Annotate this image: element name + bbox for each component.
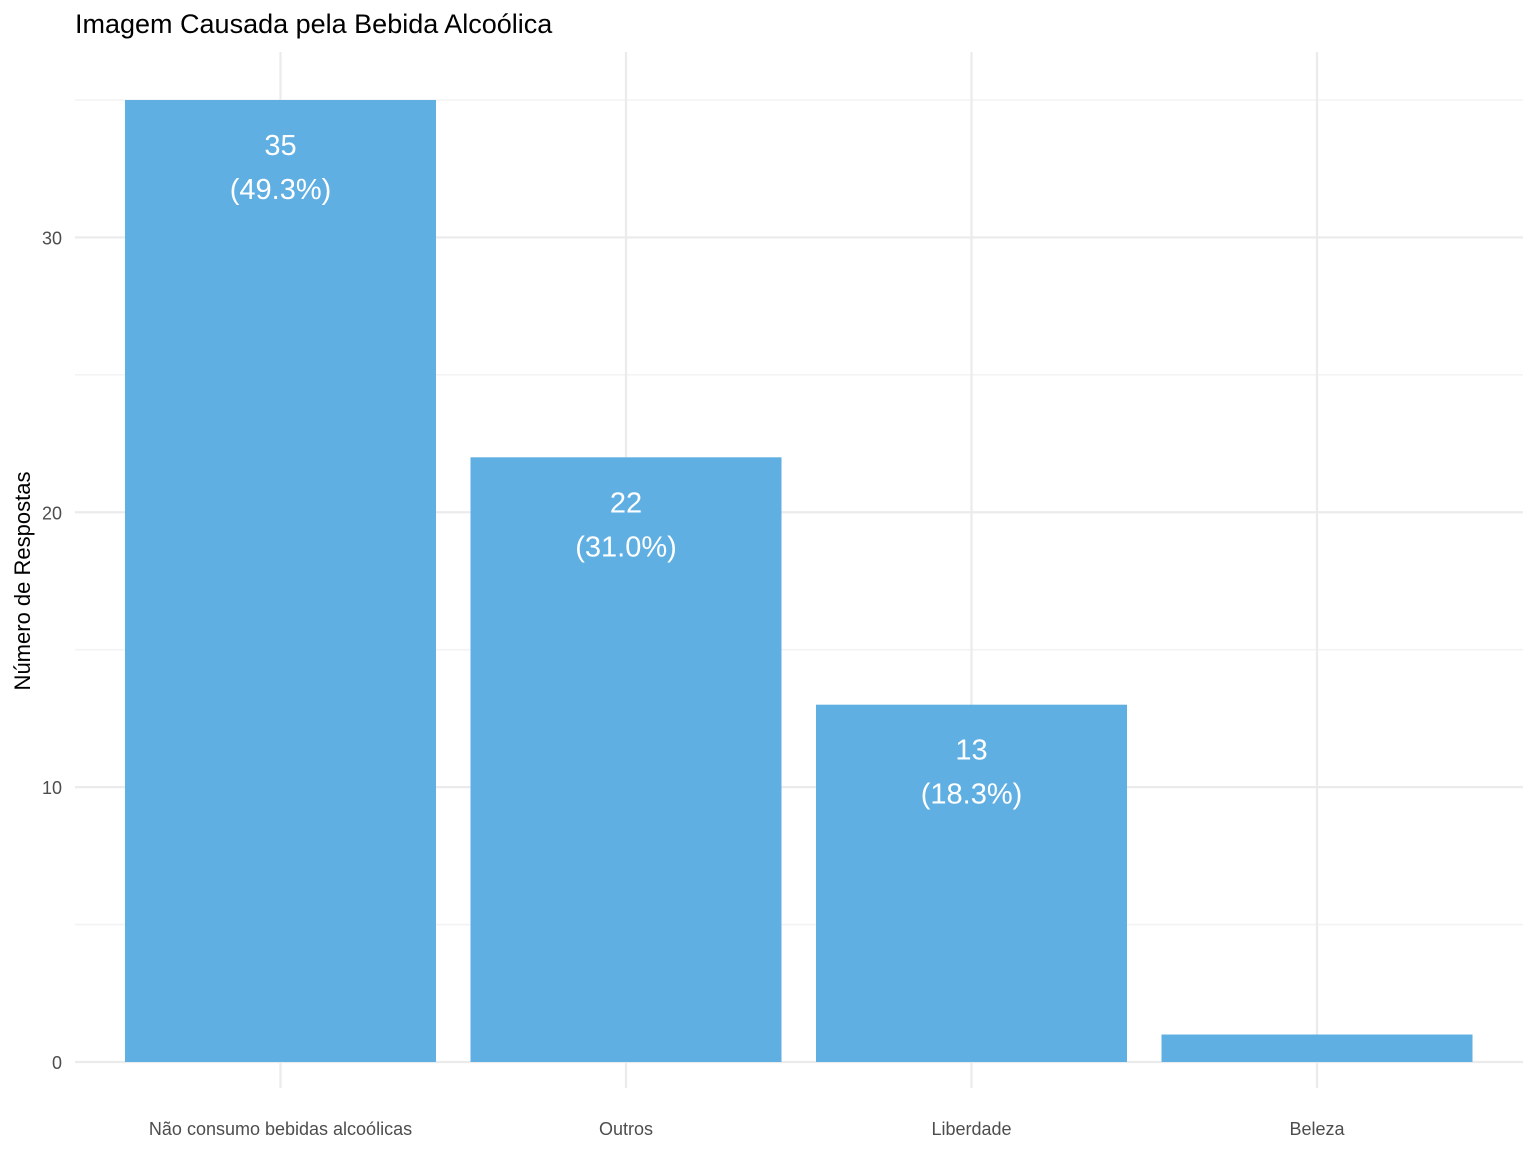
x-tick-label: Beleza (1289, 1119, 1345, 1139)
chart-title: Imagem Causada pela Bebida Alcoólica (75, 9, 553, 39)
x-tick-label: Liberdade (931, 1119, 1011, 1139)
y-axis-title: Número de Respostas (10, 472, 35, 691)
bar (1161, 1034, 1473, 1062)
bar-percent-label: (49.3%) (230, 174, 332, 206)
x-tick-label: Não consumo bebidas alcoólicas (149, 1119, 412, 1139)
axis-ticks: 0 10 20 30 Não consumo bebidas alcoólicas Out… (42, 228, 1346, 1139)
bar-percent-label: (31.0%) (575, 531, 677, 563)
y-tick-label: 10 (42, 778, 62, 798)
bar-value-label: 13 (955, 735, 987, 767)
bar-value-label: 35 (264, 130, 296, 162)
y-tick-label: 20 (42, 503, 62, 523)
bar (470, 457, 782, 1062)
bar-labels: 35 (49.3%) 22 (31.0%) 13 (18.3%) (230, 130, 1023, 811)
bar (125, 100, 436, 1062)
bar-value-label: 22 (610, 487, 642, 519)
bars (125, 100, 1473, 1062)
bar (816, 704, 1127, 1062)
y-tick-label: 30 (42, 228, 62, 248)
bar-percent-label: (18.3%) (921, 779, 1023, 811)
x-tick-label: Outros (599, 1119, 653, 1139)
y-tick-label: 0 (52, 1053, 62, 1073)
